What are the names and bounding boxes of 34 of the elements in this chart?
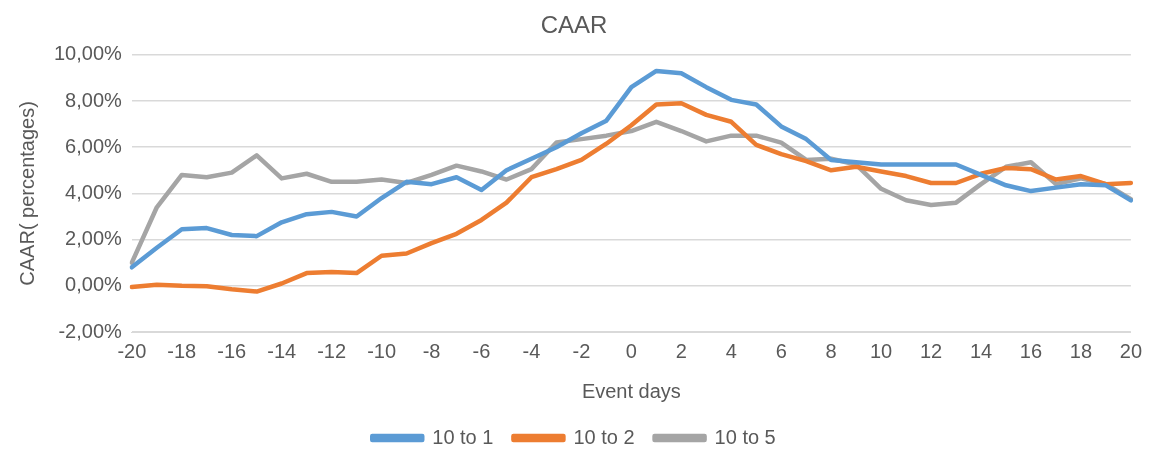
- y-tick-label: 10,00%: [53, 42, 123, 65]
- x-axis-title: Event days: [581, 379, 681, 402]
- x-tick-label: 16: [1019, 339, 1043, 362]
- y-tick-label: 0,00%: [65, 273, 123, 296]
- y-tick-label: 8,00%: [65, 88, 123, 111]
- x-tick-label: -12: [317, 339, 347, 362]
- x-tick-label: 10: [869, 339, 893, 362]
- x-tick-label: -8: [422, 339, 441, 362]
- y-tick-label: 4,00%: [65, 180, 123, 203]
- y-axis-title: CAAR( percentages): [15, 101, 38, 286]
- x-tick-label: -10: [367, 339, 397, 362]
- x-tick-label: -18: [167, 339, 197, 362]
- x-tick-label: 2: [675, 339, 687, 362]
- x-tick-label: -14: [267, 339, 297, 362]
- x-tick-label: 18: [1069, 339, 1093, 362]
- y-tick-label: 2,00%: [65, 227, 123, 250]
- y-tick-label: 6,00%: [65, 134, 123, 157]
- x-tick-label: -20: [117, 339, 147, 362]
- chart-title: CAAR: [540, 11, 608, 39]
- x-tick-label: 20: [1119, 339, 1142, 362]
- x-tick-label: 14: [969, 339, 993, 362]
- legend-label: 10 to 2: [573, 425, 635, 448]
- x-tick-label: 8: [825, 339, 837, 362]
- x-tick-label: 6: [775, 339, 787, 362]
- x-tick-label: -6: [472, 339, 491, 362]
- x-tick-label: 0: [625, 339, 637, 362]
- legend-label: 10 to 5: [714, 425, 776, 448]
- x-tick-label: -16: [217, 339, 247, 362]
- x-tick-label: 4: [725, 339, 737, 362]
- y-tick-label: -2,00%: [58, 319, 123, 342]
- x-tick-label: -4: [522, 339, 541, 362]
- legend-label: 10 to 1: [432, 425, 494, 448]
- x-tick-label: -2: [572, 339, 591, 362]
- x-tick-label: 12: [919, 339, 943, 362]
